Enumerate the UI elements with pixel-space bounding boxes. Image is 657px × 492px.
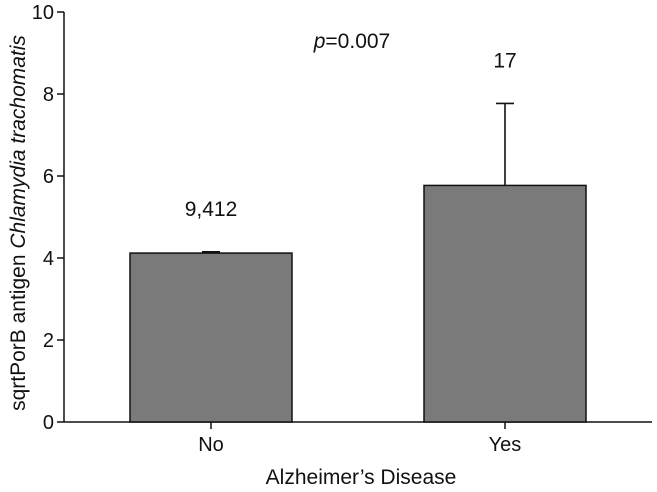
y-tick-label: 8 [43,84,54,106]
y-tick-label: 4 [43,248,54,270]
bars [129,102,587,423]
bar-no [129,252,293,423]
y-tick-label: 0 [43,412,54,434]
data-label: 17 [493,49,516,72]
y-tick-label: 10 [32,2,54,24]
data-label: 9,412 [185,198,238,221]
x-tick-label: No [198,434,224,456]
plot-area: 0 2 4 6 8 10 No Yes 9,412 17 [32,2,652,456]
y-axis-title: sqrtPorB antigen Chlamydia trachomatis [7,35,30,411]
x-axis-title: Alzheimer’s Disease [266,466,457,489]
y-tick-label: 2 [43,330,54,352]
y-ticks: 0 2 4 6 8 10 [32,2,64,434]
y-tick-label: 6 [43,166,54,188]
bar-yes [423,184,587,423]
x-ticks: No Yes [198,422,521,456]
data-labels: 9,412 17 [185,49,517,220]
x-tick-label: Yes [489,434,522,456]
p-value-annotation: p=0.007 [313,30,391,53]
